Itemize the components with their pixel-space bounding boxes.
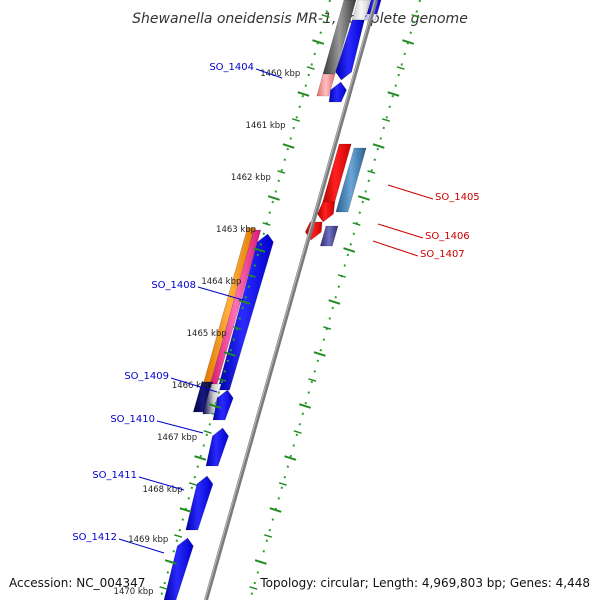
- outer-tick-mark: [164, 559, 177, 565]
- outer-tick-mark: [297, 91, 310, 97]
- accession-label: Accession: NC_004347: [9, 576, 145, 590]
- tick-label: 1466 kbp: [172, 381, 212, 391]
- gene-feature-12: [319, 225, 339, 247]
- inner-tick-mark: [352, 222, 361, 226]
- gene-label: SO_1407: [420, 249, 465, 260]
- gene-leader-line: [156, 420, 204, 434]
- outer-tick-mark: [312, 39, 325, 45]
- inner-tick-mark: [328, 299, 341, 305]
- tick-label: 1461 kbp: [246, 121, 286, 131]
- inner-tick-mark: [284, 455, 297, 461]
- gene-label: SO_1411: [92, 470, 137, 481]
- inner-tick-mark: [278, 482, 287, 486]
- inner-tick-mark: [298, 403, 312, 409]
- outer-tick-mark: [253, 247, 266, 253]
- inner-tick-mark: [367, 170, 376, 174]
- inner-tick-mark: [343, 247, 356, 253]
- tick-label: 1462 kbp: [231, 173, 271, 183]
- inner-tick-mark: [396, 66, 405, 70]
- inner-tick-mark: [372, 143, 385, 149]
- gene-feature-4: [335, 19, 365, 81]
- gene-leader-line: [387, 184, 434, 200]
- inner-tick-mark: [293, 430, 302, 434]
- gene-label: SO_1410: [110, 414, 155, 425]
- gene-leader-line: [118, 538, 165, 554]
- gene-feature-2: [316, 73, 336, 97]
- outer-tick-mark: [238, 299, 251, 305]
- gene-feature-21: [163, 537, 194, 600]
- gene-feature-19: [205, 427, 229, 467]
- inner-tick-mark: [411, 14, 420, 18]
- gene-leader-line: [372, 240, 419, 257]
- outer-tick-mark: [233, 326, 242, 330]
- inner-tick-mark: [269, 507, 282, 513]
- inner-tick-mark: [381, 118, 391, 122]
- gene-feature-9: [317, 201, 336, 223]
- inner-tick-mark: [387, 91, 400, 97]
- gene-label: SO_1409: [124, 371, 169, 382]
- inner-tick-mark: [357, 195, 370, 201]
- outer-tick-mark: [208, 403, 222, 409]
- inner-tick-mark: [402, 39, 415, 45]
- inner-tick-mark: [308, 378, 317, 382]
- topology-label: Topology: circular; Length: 4,969,803 bp…: [259, 576, 590, 590]
- genome-backbone: [204, 0, 378, 600]
- tick-label: 1463 kbp: [216, 225, 256, 235]
- gene-label: SO_1412: [72, 532, 117, 543]
- inner-tick-mark: [249, 586, 258, 590]
- outer-tick-mark: [188, 482, 197, 486]
- outer-tick-mark: [306, 66, 315, 70]
- outer-tick-mark: [247, 274, 256, 278]
- gene-leader-line: [138, 476, 185, 491]
- tick-label: 1468 kbp: [142, 485, 182, 495]
- gene-feature-5: [328, 81, 347, 103]
- genome-backbone-highlight: [204, 0, 376, 600]
- gene-label: SO_1406: [425, 231, 470, 242]
- tick-marks: 1460 kbp 1461 kbp 1462 kbp 1463 kbp 1464 kbp…: [72, 14, 480, 597]
- outer-tick-mark: [223, 351, 236, 357]
- gene-feature-20: [185, 475, 214, 531]
- inner-tick-mark: [313, 351, 326, 357]
- tick-label: 1469 kbp: [128, 535, 168, 545]
- outer-tick-mark: [203, 430, 212, 434]
- outer-tick-mark: [262, 222, 271, 226]
- outer-tick-mark: [291, 118, 301, 122]
- outer-tick-mark: [179, 507, 192, 513]
- gene-leader-line: [377, 223, 424, 239]
- tick-label: 1464 kbp: [201, 277, 241, 287]
- outer-tick-mark: [267, 195, 280, 201]
- gene-feature-18: [212, 389, 234, 421]
- outer-tick-mark: [218, 378, 227, 382]
- tick-label: 1460 kbp: [260, 69, 300, 79]
- outer-tick-mark: [321, 14, 330, 18]
- genome-title: Shewanella oneidensis MR-1, complete gen…: [132, 11, 468, 27]
- tick-label: 1467 kbp: [157, 433, 197, 443]
- outer-tick-mark: [174, 534, 183, 538]
- outer-tick-mark: [277, 170, 286, 174]
- outer-tick-mark: [159, 586, 168, 590]
- gene-label: SO_1408: [151, 280, 196, 291]
- outer-tick-mark: [282, 143, 295, 149]
- inner-tick-mark: [337, 274, 346, 278]
- gene-label: SO_1404: [209, 62, 254, 73]
- gene-leader-line: [197, 286, 244, 301]
- inner-tick-mark: [254, 559, 267, 565]
- inner-tick-mark: [323, 326, 332, 330]
- inner-tick-mark: [264, 534, 273, 538]
- gene-leader-line: [255, 68, 283, 79]
- tick-label: 1465 kbp: [187, 329, 227, 339]
- outer-tick-mark: [194, 455, 207, 461]
- gene-label: SO_1405: [435, 192, 480, 203]
- gene-leader-line: [170, 377, 218, 393]
- tick-label: 1470 kbp: [114, 587, 154, 597]
- gene-feature-11: [335, 147, 367, 213]
